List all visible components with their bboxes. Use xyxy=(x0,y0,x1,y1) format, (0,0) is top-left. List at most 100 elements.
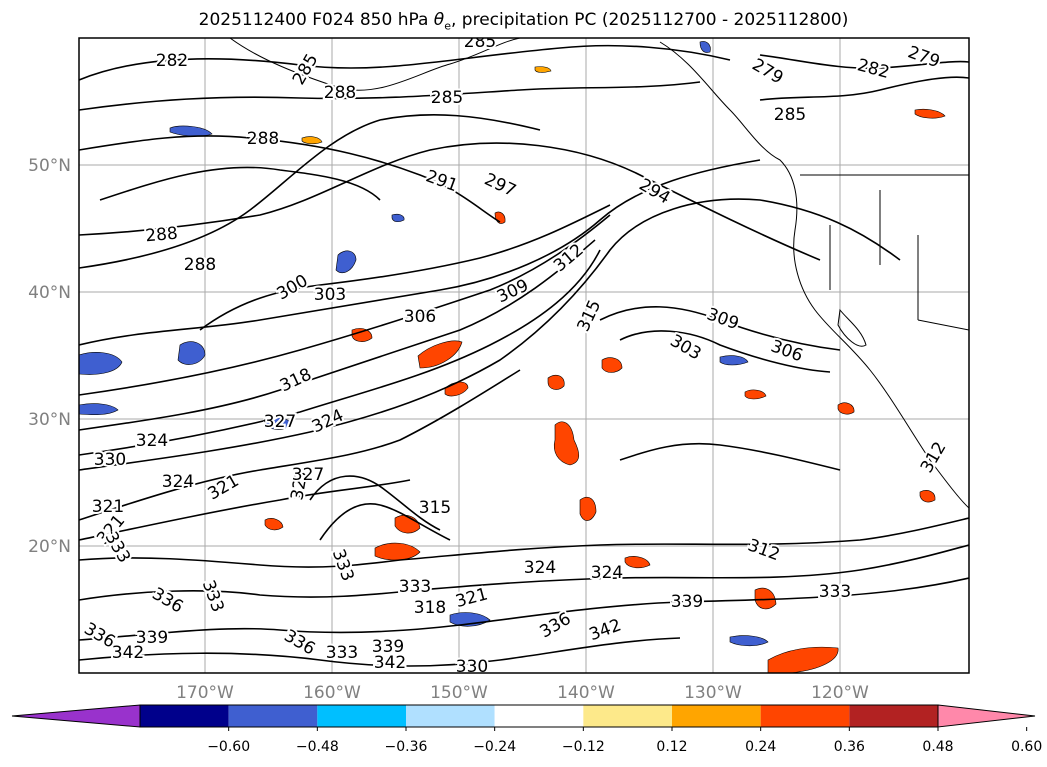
precip-neg-patch xyxy=(264,416,293,430)
precip-pos-patch xyxy=(417,340,463,369)
map-title: 2025112400 F024 850 hPa θe, precipitatio… xyxy=(0,10,1047,32)
precip-pos-patch xyxy=(579,497,597,521)
title-suffix: , precipitation PC (2025112700 - 2025112… xyxy=(450,10,849,30)
contour-line xyxy=(79,637,681,667)
precip-pos-patch xyxy=(837,402,855,415)
contour-label: 333 xyxy=(399,577,431,597)
contour-line xyxy=(99,166,381,201)
precip-pos-patch xyxy=(914,108,946,119)
contour-line xyxy=(79,249,601,456)
contour-label: 282 xyxy=(156,51,188,71)
colorbar-tick-label: 0.12 xyxy=(656,739,687,755)
contour-line xyxy=(759,76,969,101)
colorbar-tick-label: 0.24 xyxy=(745,739,776,755)
colorbar-segment xyxy=(140,705,229,727)
contour-label: 315 xyxy=(419,498,451,518)
contour-label: 288 xyxy=(184,255,216,275)
contour-line xyxy=(79,517,969,568)
precip-pos-patch xyxy=(767,646,839,673)
colorbar-tick-label: 0.36 xyxy=(834,739,865,755)
colorbar-outline xyxy=(139,704,939,728)
colorbar-tick-label: −0.12 xyxy=(562,739,605,755)
contour-line xyxy=(619,442,841,471)
baja-coastline xyxy=(837,308,867,347)
precip-pos-patch xyxy=(351,328,373,342)
contour-label: 303 xyxy=(314,285,346,305)
contour-label: 324 xyxy=(524,558,556,578)
contour-line xyxy=(79,479,411,541)
contour-label: 285 xyxy=(464,32,496,52)
lon-label: 140°W xyxy=(557,683,615,703)
contour-label: 330 xyxy=(456,657,488,677)
precip-neg-patch xyxy=(729,635,769,647)
precip-neg-patch xyxy=(335,250,357,273)
contour-label: 321 xyxy=(92,497,124,517)
contour-label: 342 xyxy=(374,653,406,673)
coastlines xyxy=(229,38,969,509)
colorbar-tick-label: −0.36 xyxy=(385,739,428,755)
contour-label: 333 xyxy=(819,582,851,602)
contour-label: 327 xyxy=(264,412,296,432)
precip-pos-patch xyxy=(374,542,421,561)
precip-pos-patch xyxy=(744,389,767,400)
precip-neg-patch xyxy=(169,125,213,137)
axis-labels: 50°N 40°N 30°N 20°N 170°W 160°W 150°W 14… xyxy=(28,156,869,703)
title-prefix: 2025112400 F024 850 hPa xyxy=(198,10,434,30)
lat-label: 50°N xyxy=(28,156,71,176)
precip-pos-patch xyxy=(601,357,623,373)
contour-line xyxy=(79,114,541,269)
lon-label: 150°W xyxy=(430,683,488,703)
contour-line xyxy=(79,239,596,431)
precip-pos-patch xyxy=(754,587,777,610)
contour-label: 288 xyxy=(145,224,179,247)
contour-line xyxy=(79,369,521,521)
contour-label: 288 xyxy=(247,129,279,149)
precip-neg-patch xyxy=(177,341,206,365)
contour-label: 327 xyxy=(292,465,324,485)
contour-line xyxy=(619,330,831,373)
colorbar-segment xyxy=(672,705,761,727)
contour-line xyxy=(79,81,701,111)
contour-line xyxy=(79,544,969,601)
colorbar-extend-high xyxy=(937,704,1036,728)
precip-neg-patch xyxy=(699,41,711,53)
state-borders xyxy=(829,190,969,331)
contour-line xyxy=(199,204,611,331)
contour-line xyxy=(759,54,969,70)
contour-line xyxy=(79,44,731,81)
precip-neg-patch xyxy=(719,355,749,366)
north-america-coastline xyxy=(659,41,969,509)
precip-pos-patch xyxy=(919,490,936,503)
colorbar-segment xyxy=(406,705,495,727)
colorbar-segment xyxy=(583,705,672,727)
colorbar-segment xyxy=(760,705,850,727)
map-frame xyxy=(78,37,970,674)
colorbar-segment xyxy=(228,705,318,727)
theta-glyph: θ xyxy=(433,10,445,30)
contour-line xyxy=(309,475,441,531)
precip-neg-patch xyxy=(79,403,119,416)
contour-line xyxy=(79,159,761,346)
contour-label: 342 xyxy=(112,643,144,663)
contour-line xyxy=(79,577,969,641)
colorbar-extend-low xyxy=(11,704,141,728)
lon-label: 170°W xyxy=(176,683,234,703)
colorbar-tick-label: −0.60 xyxy=(207,739,250,755)
precip-pos-patch xyxy=(624,556,651,569)
contour-line xyxy=(79,198,901,471)
lon-label: 130°W xyxy=(684,683,742,703)
contour-label: 285 xyxy=(774,105,806,125)
colorbar-tick-label: 0.48 xyxy=(922,739,953,755)
lat-label: 30°N xyxy=(28,410,71,430)
lon-label: 120°W xyxy=(811,683,869,703)
precip-pos-patch xyxy=(553,421,580,466)
colorbar-tick-labels: −0.60 −0.48 −0.36 −0.24 −0.12 0.12 0.24 0.36 0.4… xyxy=(207,727,1042,755)
contour-label: 339 xyxy=(136,628,168,648)
contour-label: 333 xyxy=(326,643,358,663)
theta-subscript: e xyxy=(444,19,451,33)
contour-label: 285 xyxy=(431,88,463,108)
precip-shading xyxy=(79,41,946,673)
contour-label: 339 xyxy=(372,637,404,657)
